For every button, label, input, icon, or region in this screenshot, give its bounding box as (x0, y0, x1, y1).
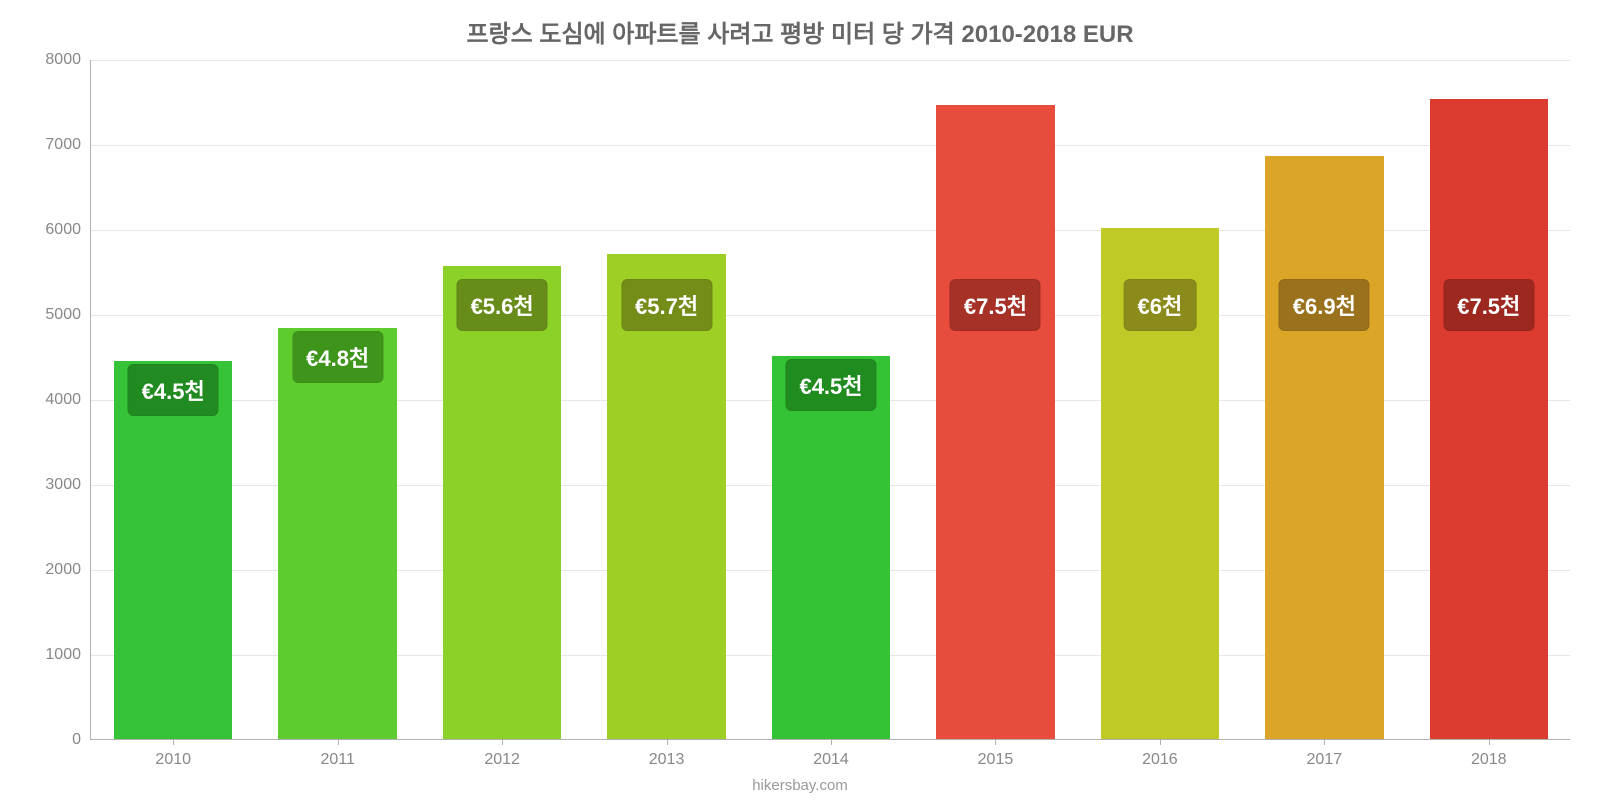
grid-line (91, 145, 1570, 146)
y-axis-tick-label: 6000 (45, 221, 91, 239)
bar: €6천 (1101, 228, 1219, 739)
bar: €5.6천 (443, 266, 561, 739)
y-axis-tick-label: 5000 (45, 306, 91, 324)
bar-value-label: €5.6천 (457, 279, 548, 331)
x-axis-tick-label: 2018 (1471, 739, 1507, 769)
x-axis-tick-label: 2012 (484, 739, 520, 769)
bar: €7.5천 (1430, 99, 1548, 739)
y-axis-tick-label: 4000 (45, 391, 91, 409)
plot-area: 0100020003000400050006000700080002010€4.… (90, 60, 1570, 740)
bar-value-label: €6.9천 (1279, 279, 1370, 331)
bar: €4.5천 (772, 356, 890, 739)
bar-value-label: €6천 (1124, 279, 1197, 331)
x-axis-tick-label: 2013 (649, 739, 685, 769)
bar: €7.5천 (936, 105, 1054, 739)
bar-value-label: €5.7천 (621, 279, 712, 331)
bar-value-label: €7.5천 (1443, 279, 1534, 331)
x-axis-tick-label: 2015 (978, 739, 1014, 769)
y-axis-tick-label: 0 (72, 731, 91, 749)
x-axis-tick-label: 2011 (320, 739, 354, 769)
bar-value-label: €4.5천 (785, 359, 876, 411)
bar-value-label: €7.5천 (950, 279, 1041, 331)
y-axis-tick-label: 8000 (45, 51, 91, 69)
bar: €4.8천 (278, 328, 396, 739)
chart-title: 프랑스 도심에 아파트를 사려고 평방 미터 당 가격 2010-2018 EU… (0, 14, 1600, 49)
bar-value-label: €4.5천 (128, 364, 219, 416)
x-axis-tick-label: 2016 (1142, 739, 1178, 769)
x-axis-tick-label: 2014 (813, 739, 849, 769)
chart-source: hikersbay.com (0, 777, 1600, 794)
chart-container: 프랑스 도심에 아파트를 사려고 평방 미터 당 가격 2010-2018 EU… (0, 0, 1600, 800)
bar-value-label: €4.8천 (292, 331, 383, 383)
y-axis-tick-label: 3000 (45, 476, 91, 494)
y-axis-tick-label: 7000 (45, 136, 91, 154)
grid-line (91, 60, 1570, 61)
bar: €4.5천 (114, 361, 232, 739)
x-axis-tick-label: 2010 (155, 739, 191, 769)
y-axis-tick-label: 1000 (45, 646, 91, 664)
x-axis-tick-label: 2017 (1307, 739, 1343, 769)
y-axis-tick-label: 2000 (45, 561, 91, 579)
bar: €5.7천 (607, 254, 725, 739)
bar: €6.9천 (1265, 156, 1383, 739)
